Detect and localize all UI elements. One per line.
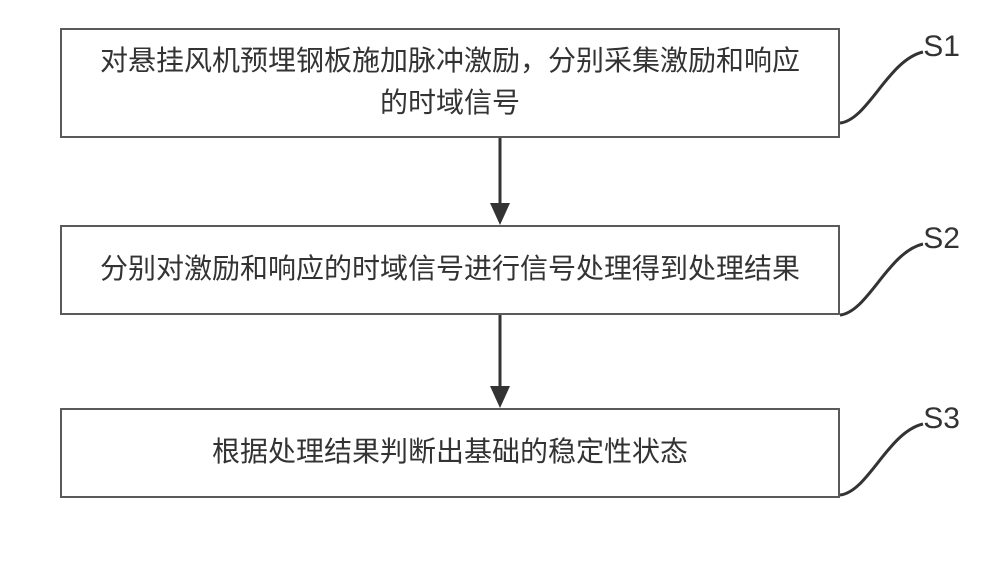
step-label-s3: S3 [923, 402, 960, 436]
step-box-s1: 对悬挂风机预埋钢板施加脉冲激励，分别采集激励和响应的时域信号 [60, 28, 840, 138]
step-text-s2: 分别对激励和响应的时域信号进行信号处理得到处理结果 [100, 249, 800, 291]
connector-curve-s1 [838, 50, 928, 130]
connector-curve-s2 [838, 242, 928, 322]
step-text-s3: 根据处理结果判断出基础的稳定性状态 [212, 432, 688, 474]
arrow-s1-s2 [485, 138, 515, 230]
step-label-s2: S2 [923, 222, 960, 256]
step-text-s1: 对悬挂风机预埋钢板施加脉冲激励，分别采集激励和响应的时域信号 [92, 41, 808, 125]
connector-curve-s3 [838, 422, 928, 502]
step-label-s1: S1 [923, 30, 960, 64]
step-box-s3: 根据处理结果判断出基础的稳定性状态 [60, 408, 840, 498]
arrow-s2-s3 [485, 315, 515, 413]
step-box-s2: 分别对激励和响应的时域信号进行信号处理得到处理结果 [60, 225, 840, 315]
flowchart-container: 对悬挂风机预埋钢板施加脉冲激励，分别采集激励和响应的时域信号 分别对激励和响应的… [0, 0, 1000, 562]
